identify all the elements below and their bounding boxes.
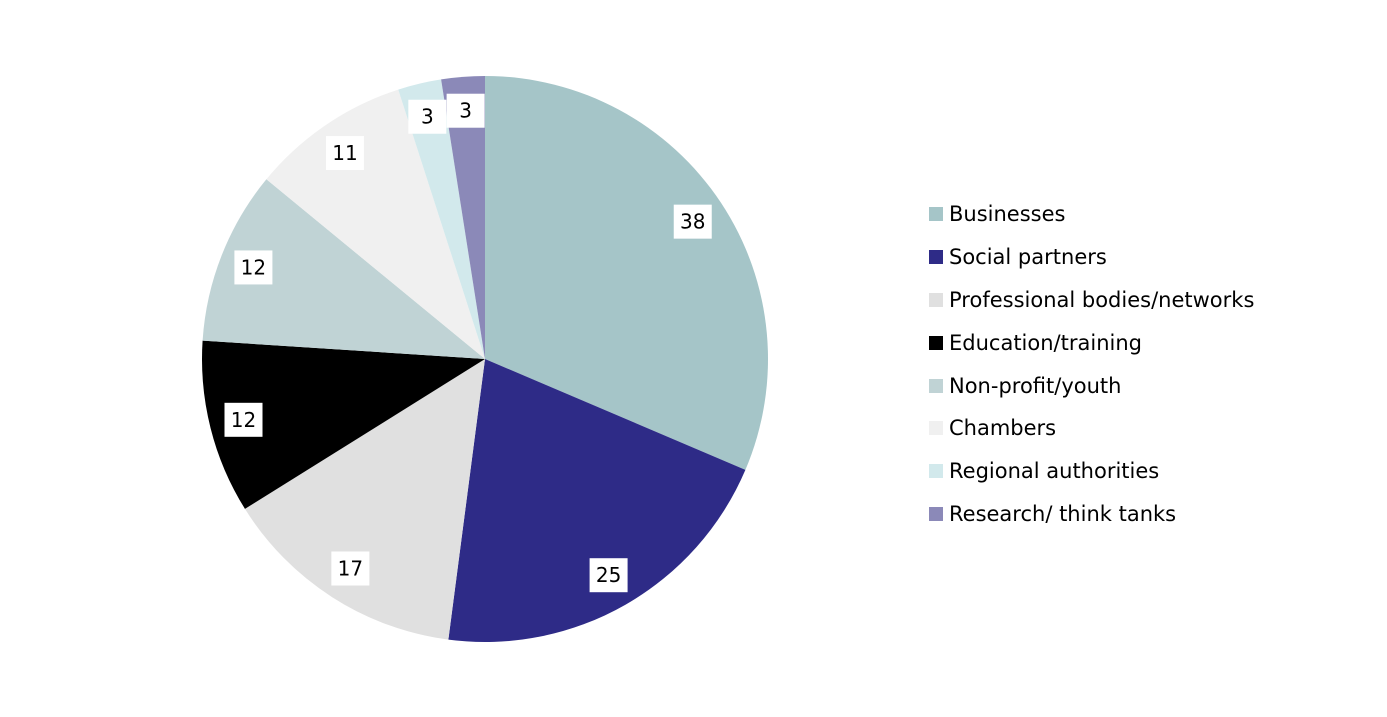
legend-label: Research/ think tanks [949,501,1177,526]
legend-swatch [929,207,943,222]
data-label: 17 [331,551,370,586]
data-label-text: 12 [241,255,266,279]
data-label: 25 [589,558,628,593]
data-label-text: 12 [231,408,256,432]
data-label-box [325,136,364,171]
pie-slice [266,89,485,360]
data-label-box [234,250,273,285]
data-label-box [331,551,370,586]
legend-swatch [929,506,943,521]
legend-swatch [929,421,943,436]
legend-label: Chambers [949,416,1057,441]
legend-swatch [929,378,943,393]
pie-slice [448,359,746,642]
pie-slice [441,76,485,359]
legend-label: Professional bodies/networks [949,287,1255,312]
data-label-text: 25 [596,563,621,587]
data-label-box [224,402,263,437]
pie-slice [244,359,485,640]
data-label-box [408,99,447,134]
legend-item: Social partners [929,236,1254,279]
legend-item: Businesses [929,193,1254,236]
legend-swatch [929,292,943,307]
legend-swatch [929,464,943,479]
pie-slice [202,340,485,509]
legend-label: Social partners [949,245,1107,270]
legend-item: Non-profit/youth [929,364,1254,407]
legend-swatch [929,250,943,265]
data-label-text: 38 [680,210,705,234]
legend-item: Chambers [929,407,1254,450]
data-label-text: 3 [421,105,434,129]
pie-slice [398,79,485,359]
data-label-box [589,558,628,593]
data-label-box [673,204,712,239]
pie-slice [202,179,485,359]
data-label: 12 [234,250,273,285]
legend-label: Non-profit/youth [949,373,1122,398]
legend-label: Regional authorities [949,459,1160,484]
legend-item: Research/ think tanks [929,493,1254,536]
pie-slice [485,76,768,470]
legend-label: Businesses [949,202,1066,227]
data-label: 3 [408,99,447,134]
legend-swatch [929,335,943,350]
data-label-text: 3 [459,99,472,123]
data-label-text: 11 [332,141,357,165]
legend-item: Regional authorities [929,450,1254,493]
data-label-text: 17 [338,557,363,581]
legend: Businesses Social partners Professional bo… [929,193,1254,535]
data-label: 3 [446,93,485,128]
data-label: 12 [224,402,263,437]
legend-label: Education/training [949,330,1142,355]
data-label: 38 [673,204,712,239]
legend-item: Education/training [929,321,1254,364]
data-label-box [446,93,485,128]
data-label: 11 [325,136,364,171]
legend-item: Professional bodies/networks [929,279,1254,322]
